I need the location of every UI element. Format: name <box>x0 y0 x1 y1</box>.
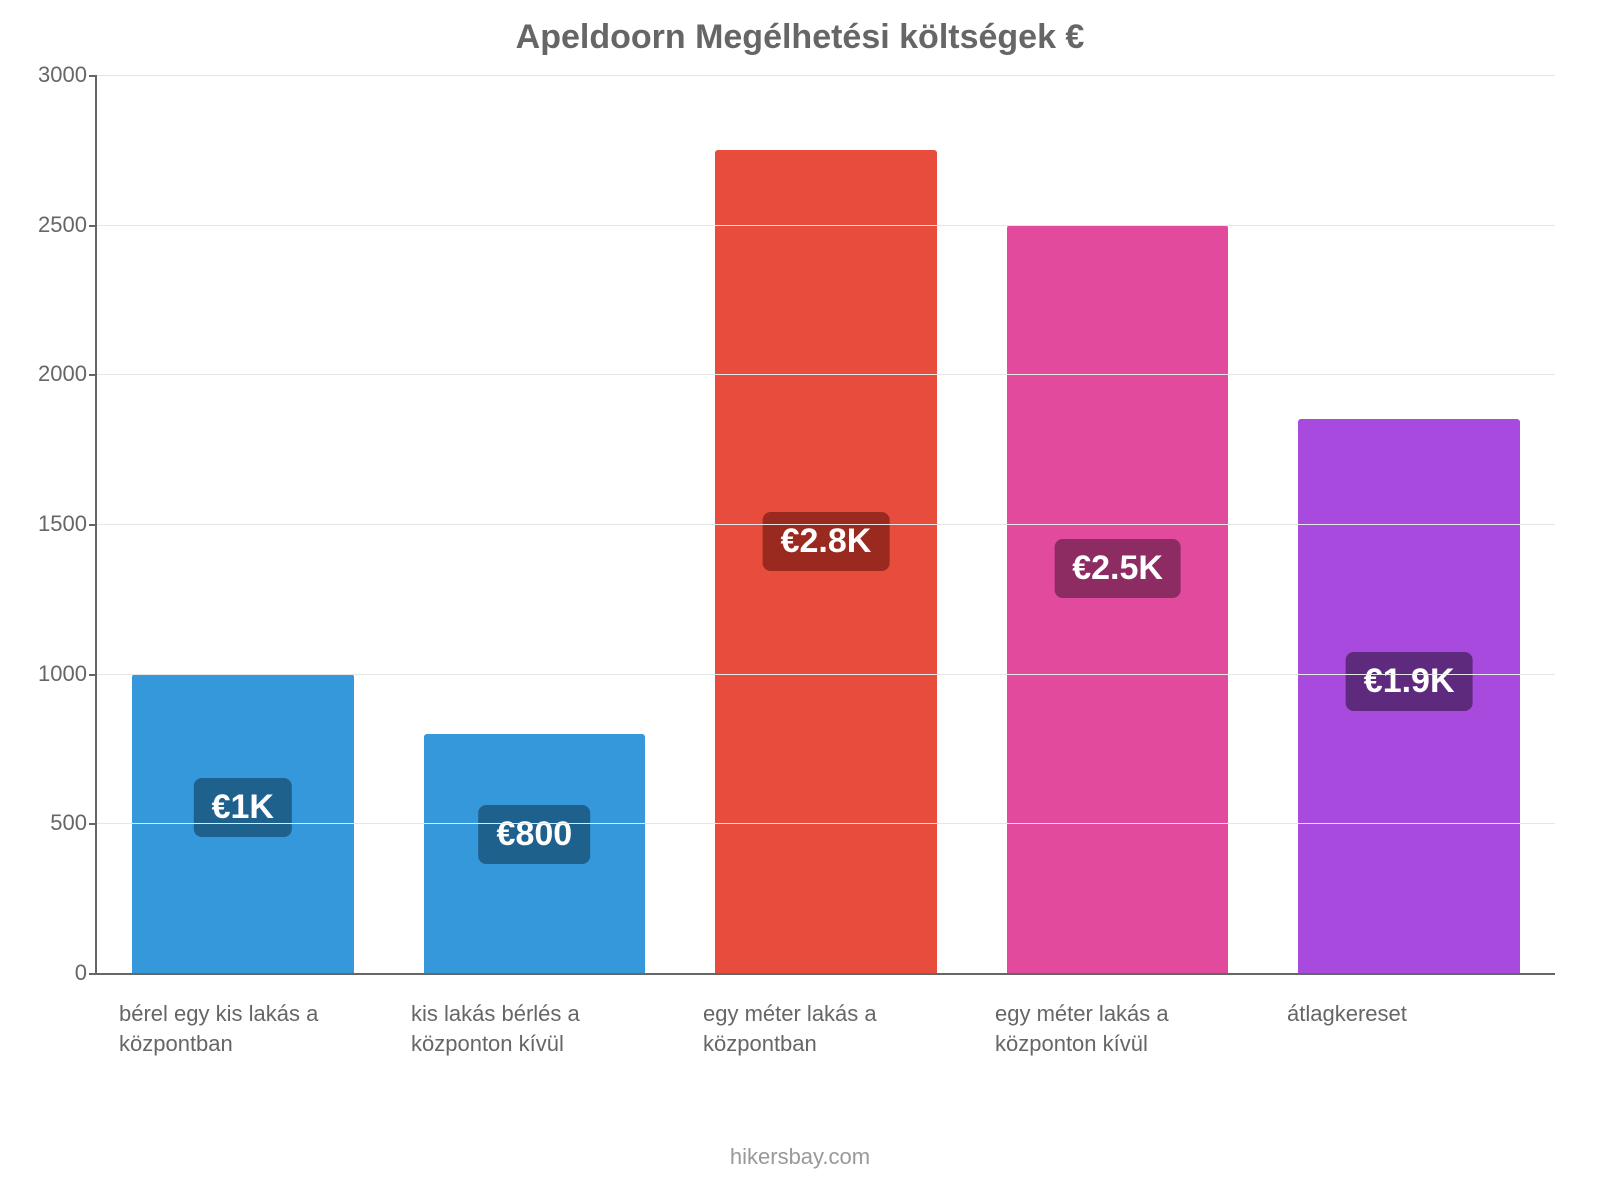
bar: €2.5K <box>1007 225 1229 973</box>
chart-title: Apeldoorn Megélhetési költségek € <box>0 18 1600 57</box>
y-tick-mark <box>89 674 97 676</box>
bar: €1.9K <box>1298 419 1520 973</box>
x-axis-label: átlagkereset <box>1263 985 1555 1058</box>
grid-line <box>97 75 1555 76</box>
y-tick-label: 1500 <box>38 511 87 537</box>
y-tick-label: 500 <box>50 810 87 836</box>
y-tick-mark <box>89 973 97 975</box>
x-axis-labels: bérel egy kis lakás a központbankis laká… <box>95 985 1555 1058</box>
grid-line <box>97 674 1555 675</box>
x-axis-label: egy méter lakás a központon kívül <box>971 985 1263 1058</box>
y-tick-mark <box>89 75 97 77</box>
x-axis-label: bérel egy kis lakás a központban <box>95 985 387 1058</box>
x-axis-label: egy méter lakás a központban <box>679 985 971 1058</box>
value-badge: €800 <box>479 805 591 864</box>
chart-container: Apeldoorn Megélhetési költségek € €1K €80… <box>0 0 1600 1200</box>
bar: €2.8K <box>715 150 937 973</box>
y-tick-label: 2000 <box>38 361 87 387</box>
grid-line <box>97 374 1555 375</box>
y-tick-mark <box>89 524 97 526</box>
bar: €800 <box>424 734 646 973</box>
grid-line <box>97 225 1555 226</box>
x-axis-label: kis lakás bérlés a központon kívül <box>387 985 679 1058</box>
y-tick-mark <box>89 225 97 227</box>
value-badge: €1.9K <box>1346 652 1473 711</box>
y-tick-mark <box>89 374 97 376</box>
y-tick-label: 1000 <box>38 661 87 687</box>
y-tick-mark <box>89 823 97 825</box>
grid-line <box>97 823 1555 824</box>
plot-area: €1K€800€2.8K€2.5K€1.9K 05001000150020002… <box>95 75 1555 975</box>
value-badge: €2.5K <box>1054 539 1181 598</box>
chart-footer: hikersbay.com <box>0 1144 1600 1170</box>
y-tick-label: 0 <box>75 960 87 986</box>
y-tick-label: 3000 <box>38 62 87 88</box>
grid-line <box>97 524 1555 525</box>
value-badge: €1K <box>194 778 292 837</box>
y-tick-label: 2500 <box>38 212 87 238</box>
value-badge: €2.8K <box>763 512 890 571</box>
